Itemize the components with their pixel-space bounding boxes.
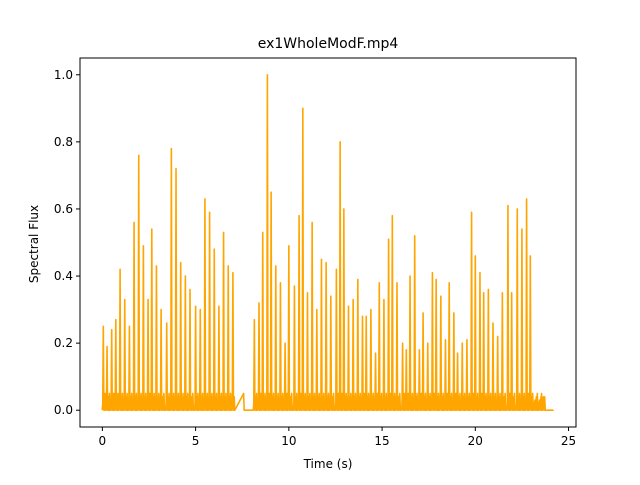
- x-tick-label: 10: [281, 434, 296, 448]
- x-axis-label: Time (s): [303, 457, 353, 471]
- y-tick-label: 1.0: [54, 68, 73, 82]
- y-tick-label: 0.8: [54, 135, 73, 149]
- chart-title: ex1WholeModF.mp4: [258, 36, 399, 52]
- y-tick-label: 0.6: [54, 202, 73, 216]
- x-tick-label: 20: [468, 434, 483, 448]
- y-axis-label: Spectral Flux: [27, 205, 41, 283]
- y-tick-label: 0.0: [54, 403, 73, 417]
- plot-area: [101, 73, 554, 412]
- x-tick-label: 5: [192, 434, 200, 448]
- y-tick-label: 0.2: [54, 336, 73, 350]
- axes: 0 5 10 15 20 25 0.0 0.2 0.4 0.6 0.8 1.0: [54, 57, 577, 448]
- x-tick-label: 15: [374, 434, 389, 448]
- y-tick-label: 0.4: [54, 269, 73, 283]
- plot-frame: [79, 57, 577, 428]
- flux-series-line: [101, 73, 554, 412]
- x-tick-label: 25: [561, 434, 576, 448]
- x-tick-label: 0: [99, 434, 107, 448]
